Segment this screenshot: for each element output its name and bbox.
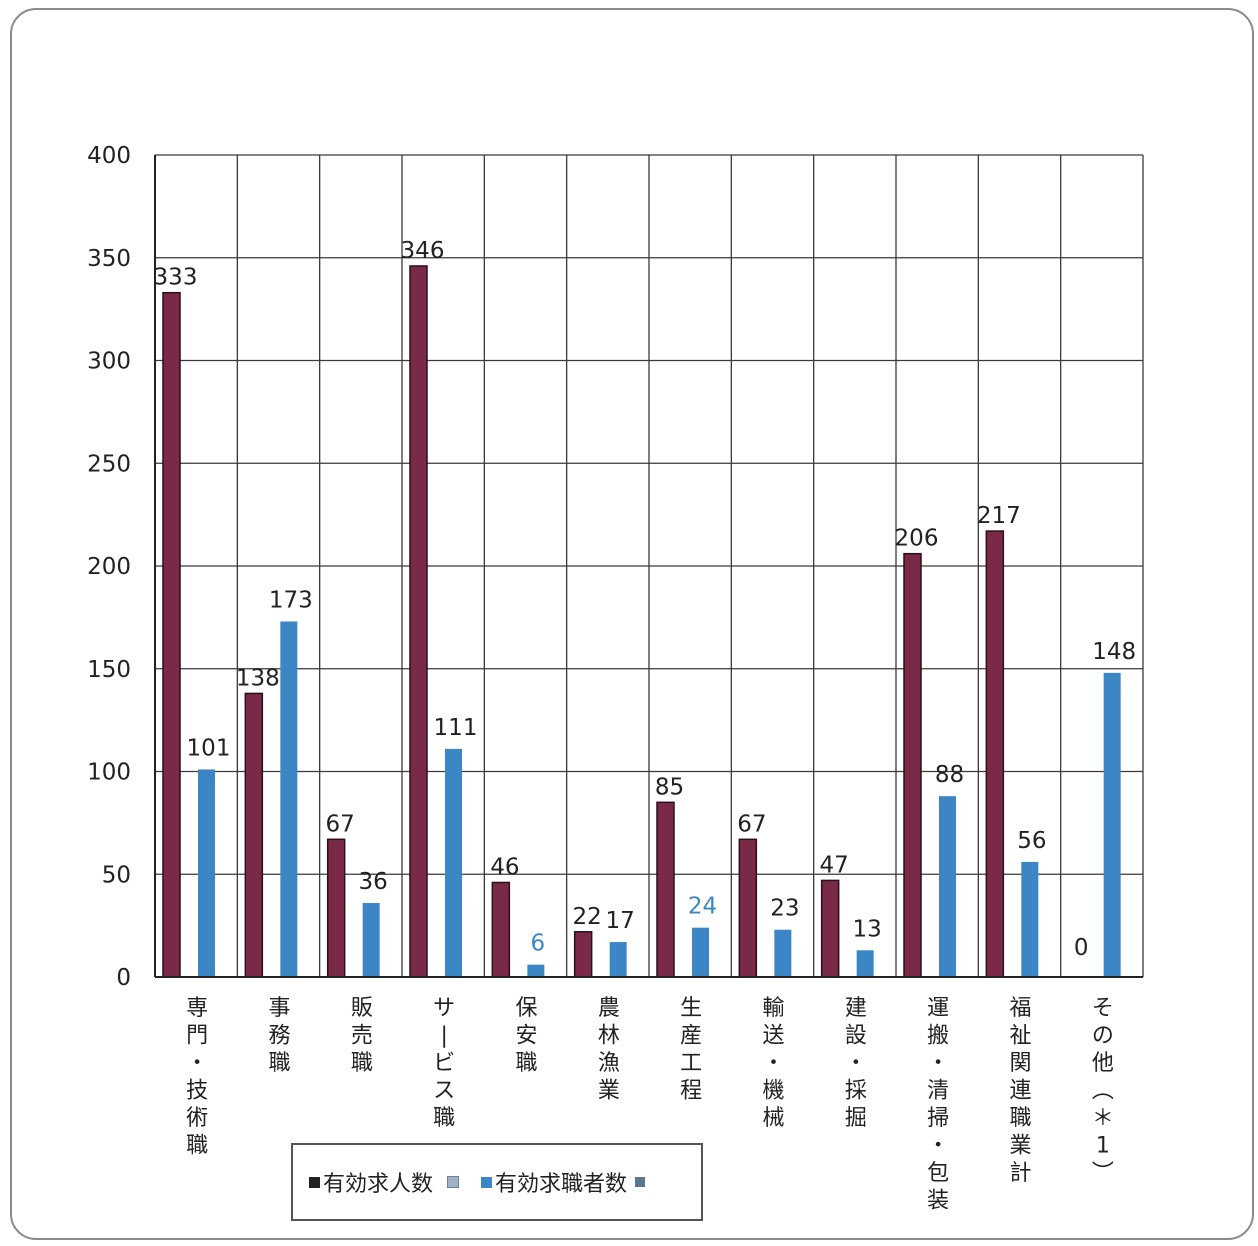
- y-tick-label: 300: [87, 349, 131, 375]
- category-label: 農林漁業: [598, 996, 620, 1104]
- category-label: 保安職: [515, 996, 537, 1076]
- bar-job-seekers: [1103, 672, 1121, 977]
- category-label: 福祉関連職業計: [1009, 996, 1031, 1186]
- bar-job-openings: [820, 879, 840, 978]
- legend: 有効求人数 有効求職者数: [291, 1143, 703, 1221]
- data-label-openings: 85: [655, 774, 684, 800]
- data-label-openings: 0: [1074, 935, 1089, 961]
- y-tick-label: 0: [116, 965, 131, 991]
- chart-frame: [10, 8, 1254, 1240]
- legend-end-icon: [635, 1177, 646, 1187]
- bar-job-openings: [162, 291, 181, 978]
- category-label: 専門・技術職: [186, 996, 208, 1159]
- data-label-openings: 138: [236, 665, 280, 691]
- bar-job-seekers: [856, 950, 874, 977]
- data-label-openings: 22: [573, 904, 602, 930]
- category-label: 輸送・機械: [762, 996, 784, 1131]
- data-label-seekers: 6: [531, 931, 546, 957]
- bar-job-openings: [656, 801, 675, 978]
- data-label-openings: 206: [895, 526, 939, 552]
- legend-item-job-openings: 有効求人数: [309, 1166, 433, 1198]
- legend-swatch-openings: [309, 1176, 320, 1188]
- data-label-openings: 47: [820, 852, 849, 878]
- bar-job-openings: [409, 265, 428, 978]
- bar-job-openings: [491, 881, 511, 978]
- category-label: その他︵＊ 1 ︶: [1092, 996, 1114, 1186]
- category-label: 事務職: [268, 996, 290, 1076]
- data-label-openings: 333: [154, 265, 198, 291]
- y-tick-label: 50: [102, 862, 131, 888]
- category-label: サ|ビス職: [433, 996, 455, 1131]
- bar-job-openings: [244, 692, 264, 978]
- data-label-openings: 67: [737, 811, 766, 837]
- y-tick-label: 250: [87, 451, 131, 477]
- bar-job-seekers: [362, 903, 380, 977]
- data-label-seekers: 148: [1092, 639, 1136, 665]
- data-label-openings: 217: [977, 503, 1021, 529]
- data-label-seekers: 36: [359, 869, 388, 895]
- data-label-seekers: 17: [606, 908, 635, 934]
- bar-job-seekers: [609, 942, 627, 977]
- bar-job-seekers: [198, 769, 215, 977]
- legend-swatch-seekers: [481, 1176, 493, 1188]
- data-label-seekers: 111: [434, 715, 478, 741]
- category-label: 生産工程: [680, 996, 702, 1104]
- bar-job-seekers: [280, 621, 298, 977]
- legend-label-seekers: 有効求職者数: [495, 1172, 628, 1197]
- legend-item-job-seekers: 有効求職者数: [481, 1166, 646, 1198]
- bar-job-openings: [738, 838, 758, 978]
- bar-job-seekers: [527, 964, 545, 977]
- legend-separator-icon: [447, 1176, 460, 1188]
- bar-job-seekers: [1021, 861, 1039, 977]
- bar-job-seekers: [774, 929, 792, 977]
- data-label-seekers: 24: [688, 894, 717, 920]
- y-tick-label: 350: [87, 246, 131, 272]
- data-label-openings: 346: [401, 238, 445, 264]
- bar-job-openings: [903, 552, 922, 978]
- data-label-openings: 46: [490, 854, 519, 880]
- y-tick-label: 100: [87, 760, 131, 786]
- bar-job-openings: [326, 838, 346, 978]
- bar-job-openings: [985, 530, 1005, 978]
- bar-job-seekers: [939, 796, 956, 977]
- data-label-seekers: 101: [187, 735, 231, 761]
- category-label: 販売職: [351, 996, 373, 1076]
- category-label: 運搬・清掃・包装: [927, 996, 949, 1214]
- y-tick-label: 400: [87, 143, 131, 169]
- bar-job-openings: [573, 931, 593, 978]
- data-label-seekers: 88: [935, 762, 964, 788]
- category-label: 建設・採掘: [845, 996, 867, 1131]
- y-tick-label: 200: [87, 554, 131, 580]
- data-label-seekers: 23: [770, 896, 799, 922]
- legend-label-openings: 有効求人数: [323, 1172, 434, 1197]
- data-label-seekers: 173: [269, 587, 313, 613]
- bar-job-seekers: [445, 748, 462, 977]
- data-label-seekers: 13: [853, 916, 882, 942]
- y-tick-label: 150: [87, 657, 131, 683]
- data-label-seekers: 56: [1017, 828, 1046, 854]
- data-label-openings: 67: [326, 811, 355, 837]
- bar-job-seekers: [692, 927, 709, 977]
